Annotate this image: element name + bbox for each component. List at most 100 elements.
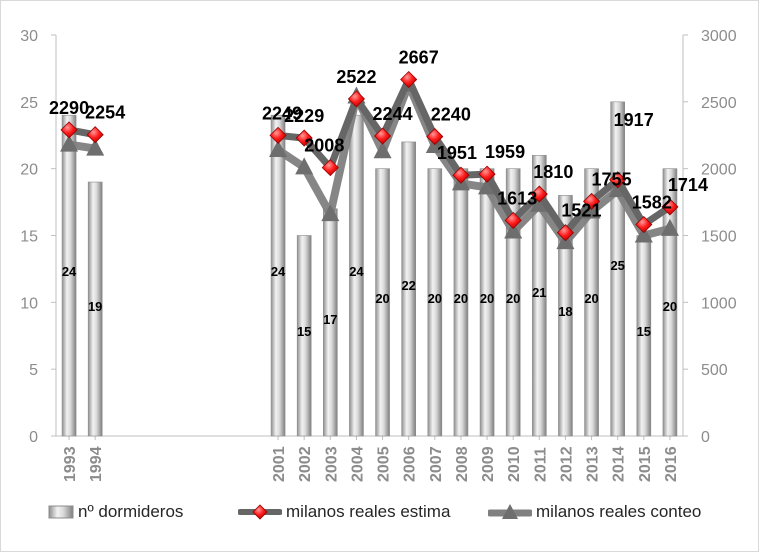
x-tick-label: 1993 (62, 446, 79, 482)
point-estima (478, 165, 496, 183)
point-value-label: 1917 (614, 110, 654, 130)
legend-label-dormideros: nº dormideros (78, 502, 184, 521)
bar-value-label: 24 (271, 264, 286, 279)
point-estima (295, 129, 313, 147)
y-right-tick-label: 0 (701, 429, 710, 446)
point-value-label: 1521 (561, 201, 601, 221)
bar-value-label: 20 (480, 291, 494, 306)
bar-value-label: 20 (454, 291, 468, 306)
y-left-tick-label: 15 (20, 229, 38, 246)
legend-bar-swatch (48, 505, 74, 519)
y-left-tick-label: 5 (29, 362, 38, 379)
point-value-label: 1714 (668, 175, 708, 195)
x-tick-label: 2001 (271, 446, 288, 482)
point-value-label: 2008 (304, 136, 344, 156)
bar-dormideros (558, 195, 573, 437)
point-estima (661, 198, 679, 216)
bar-dormideros (375, 168, 390, 437)
bar-dormideros (296, 235, 312, 437)
bar-value-label: 21 (532, 285, 546, 300)
legend-label-conteo: milanos reales conteo (536, 502, 702, 521)
point-conteo (530, 194, 549, 212)
lines-layer (60, 70, 679, 250)
point-conteo (86, 138, 105, 156)
x-tick-label: 2008 (454, 446, 471, 482)
bar-value-label: 20 (375, 291, 389, 306)
y-right-tick-label: 500 (701, 362, 728, 379)
bar-value-label: 24 (349, 264, 364, 279)
bar-value-label: 20 (584, 291, 598, 306)
point-estima (504, 211, 522, 229)
y-left-tick-label: 10 (20, 295, 38, 312)
x-tick-label: 2005 (376, 446, 393, 482)
point-estima (269, 126, 287, 144)
x-tick-label: 2007 (428, 446, 445, 482)
bar-dormideros (532, 155, 547, 437)
point-conteo (373, 141, 392, 159)
legend: nº dormideros milanos reales estima mila… (0, 497, 759, 527)
bar-dormideros (61, 114, 77, 437)
point-value-label: 2240 (431, 105, 471, 125)
point-value-label: 2667 (399, 48, 439, 68)
bar-value-label: 20 (506, 291, 520, 306)
point-value-label: 2229 (284, 106, 324, 126)
point-estima (86, 126, 104, 144)
x-tick-label: 1994 (88, 446, 105, 482)
x-tick-label: 2003 (323, 446, 340, 482)
y-left-tick-label: 0 (29, 429, 38, 446)
point-conteo (321, 204, 340, 222)
axes-layer: 0 5 10 15 20 25 30 0 500 1000 1500 2000 2500 3000 1993… (20, 28, 736, 482)
y-left-tick-label: 20 (20, 162, 38, 179)
point-conteo (478, 177, 497, 195)
bar-dormideros (87, 181, 103, 437)
legend-item-dormideros: nº dormideros (48, 497, 183, 527)
point-value-label: 1613 (497, 188, 537, 208)
bar-dormideros (584, 168, 599, 437)
legend-label-estima: milanos reales estima (286, 502, 451, 521)
point-conteo (504, 221, 523, 239)
point-value-label: 2290 (49, 98, 89, 118)
point-value-label: 2522 (336, 67, 376, 87)
point-value-label: 1951 (437, 143, 477, 163)
legend-item-estima: milanos reales estima (238, 497, 450, 527)
point-value-label: 1959 (485, 142, 525, 162)
bar-value-label: 15 (297, 324, 311, 339)
bar-value-label: 15 (637, 324, 651, 339)
bar-value-label: 22 (401, 278, 415, 293)
point-estima (452, 166, 470, 184)
y-right-tick-label: 2500 (701, 95, 737, 112)
bar-value-label: 24 (62, 264, 77, 279)
bar-dormideros (270, 114, 286, 437)
point-estima (556, 224, 575, 242)
x-tick-label: 2002 (297, 446, 314, 482)
x-tick-label: 2011 (532, 447, 549, 482)
point-conteo (634, 225, 653, 243)
point-value-label: 1582 (632, 193, 672, 213)
bar-dormideros (427, 168, 443, 437)
bars-layer (61, 101, 678, 437)
point-estima (530, 185, 548, 203)
point-conteo (269, 139, 288, 157)
bar-value-label: 20 (663, 299, 677, 314)
x-tick-label: 2006 (402, 446, 419, 482)
point-value-label: 2244 (373, 104, 413, 124)
x-tick-label: 2016 (663, 446, 680, 482)
bar-dormideros (401, 141, 416, 437)
x-tick-label: 2015 (637, 446, 654, 482)
x-tick-label: 2014 (611, 446, 628, 482)
point-value-label: 1810 (533, 162, 573, 182)
point-estima (426, 128, 444, 146)
point-value-label: 2254 (85, 103, 125, 123)
legend-diamond-line-swatch (238, 504, 282, 520)
legend-triangle-line-swatch (488, 504, 532, 519)
bar-value-label: 19 (88, 299, 102, 314)
point-estima (635, 215, 653, 234)
bar-value-label: 17 (323, 312, 337, 327)
y-left-tick-label: 25 (20, 95, 38, 112)
labels-layer: 24 19 24 15 17 24 20 22 20 20 20 20 21 18 20 25 15 20 2290… (49, 48, 708, 339)
y-left-tick-label: 30 (20, 28, 38, 45)
point-estima (400, 70, 418, 89)
y-right-tick-label: 2000 (701, 162, 737, 179)
point-estima (321, 159, 339, 177)
bar-value-label: 18 (558, 304, 572, 319)
